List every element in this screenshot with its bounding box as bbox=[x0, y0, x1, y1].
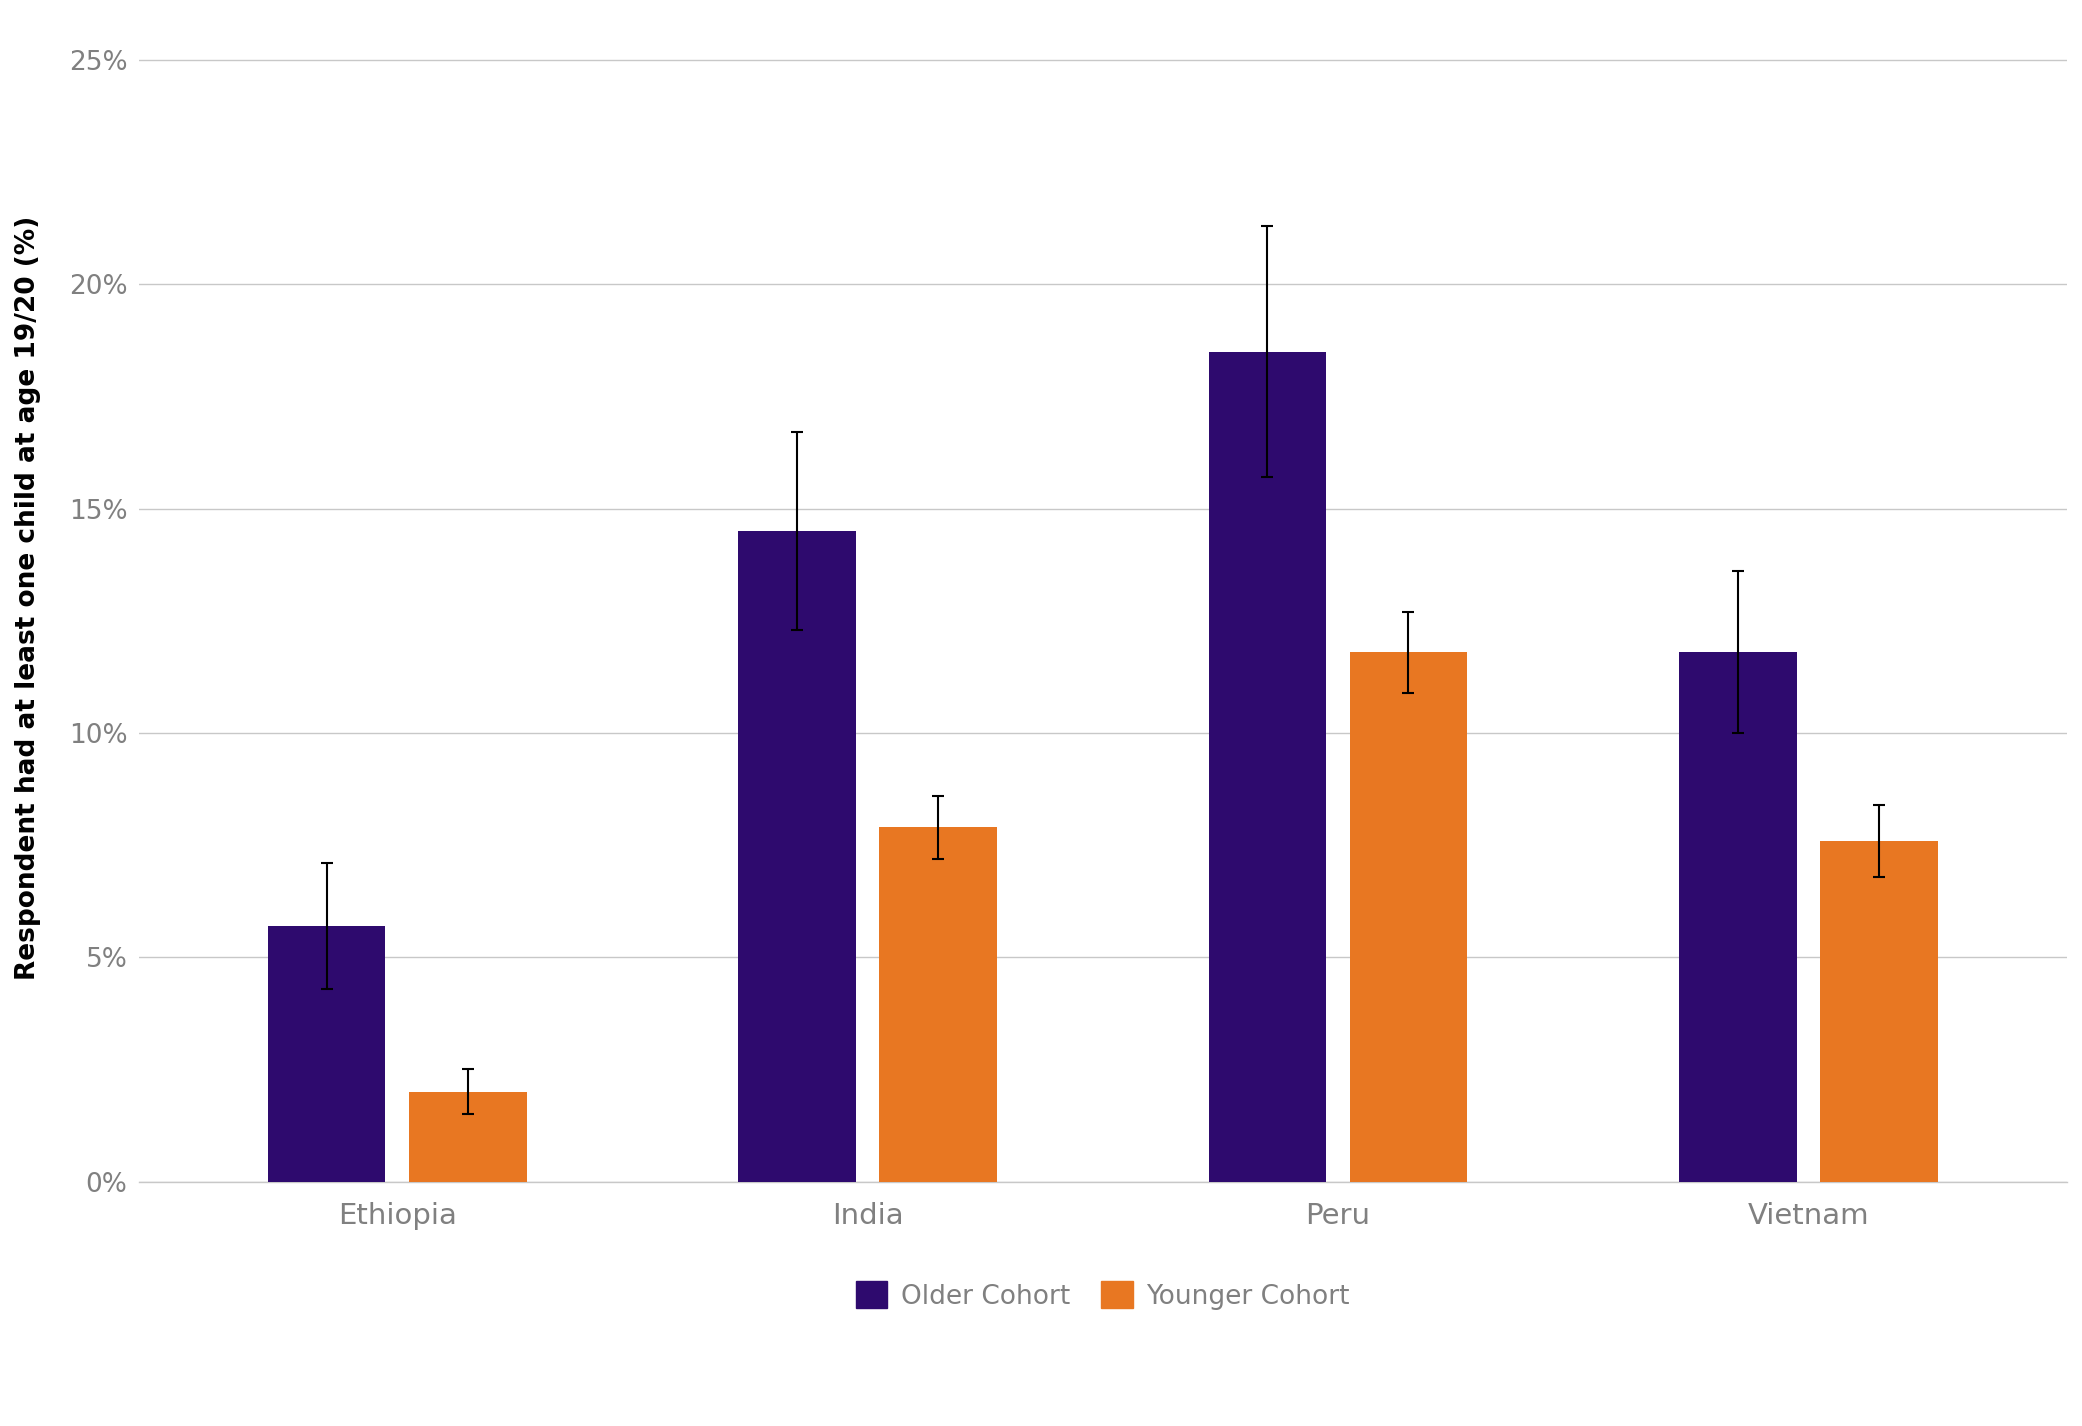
Bar bbox=[1820, 840, 1938, 1182]
Bar bbox=[739, 530, 856, 1182]
Legend: Older Cohort, Younger Cohort: Older Cohort, Younger Cohort bbox=[845, 1271, 1360, 1320]
Bar bbox=[269, 925, 385, 1182]
Y-axis label: Respondent had at least one child at age 19/20 (%): Respondent had at least one child at age… bbox=[15, 217, 42, 981]
Bar bbox=[408, 1092, 527, 1182]
Bar bbox=[1678, 652, 1797, 1182]
Bar bbox=[879, 827, 997, 1182]
Bar bbox=[1208, 352, 1326, 1182]
Bar bbox=[1349, 652, 1468, 1182]
